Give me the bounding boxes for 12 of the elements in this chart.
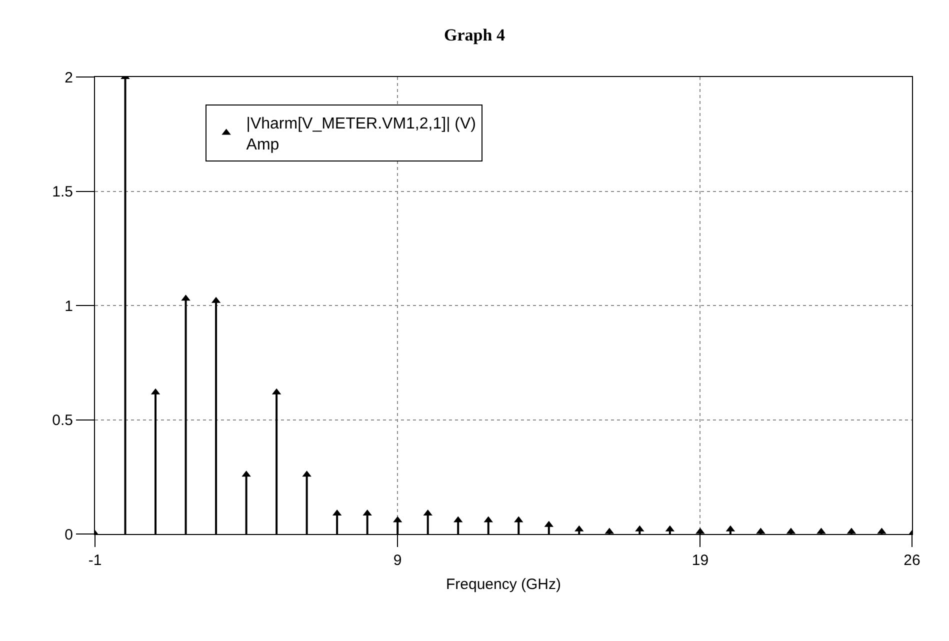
x-tick-label: 9 xyxy=(393,552,402,569)
x-tick-label: 26 xyxy=(904,552,920,569)
y-tick-label: 0 xyxy=(64,526,73,544)
x-axis-title: Frequency (GHz) xyxy=(446,576,562,593)
legend-label: |Vharm[V_METER.VM1,2,1]| (V) Amp xyxy=(246,116,476,154)
y-tick-label: 2 xyxy=(64,69,73,86)
x-tick-label: 19 xyxy=(692,552,709,569)
chart-title: Graph 4 xyxy=(444,26,506,45)
y-tick-label: 0.5 xyxy=(52,412,73,429)
y-tick-label: 1 xyxy=(64,298,73,315)
y-tick-label: 1.5 xyxy=(52,184,73,200)
x-tick-label: -1 xyxy=(88,552,102,569)
